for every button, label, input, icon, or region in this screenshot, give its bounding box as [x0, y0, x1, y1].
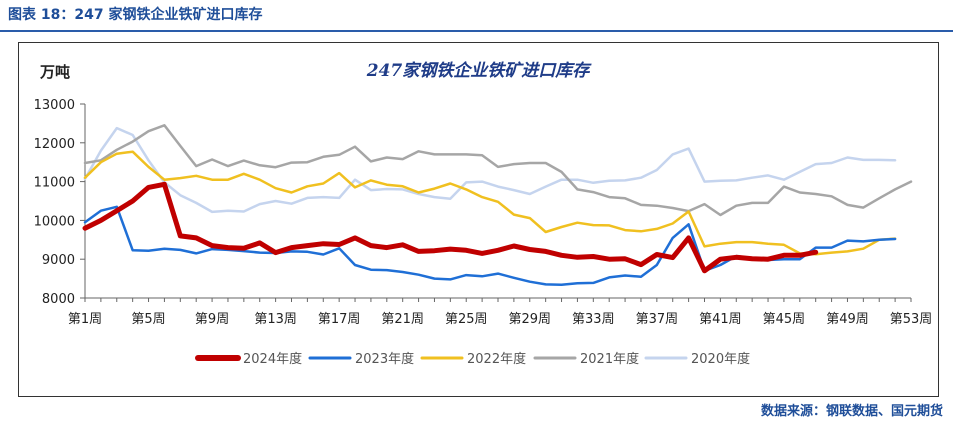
x-tick-label: 第41周 — [699, 312, 742, 327]
legend-label-0: 2024年度 — [243, 351, 302, 367]
y-tick-label: 13000 — [34, 98, 75, 113]
y-tick-label: 12000 — [34, 137, 75, 152]
x-tick-label: 第17周 — [318, 312, 361, 327]
series-line-4 — [83, 126, 897, 214]
y-tick-label: 11000 — [34, 176, 75, 191]
y-axis-label: 万吨 — [39, 63, 70, 81]
y-tick-label: 8000 — [42, 292, 75, 307]
legend-label-1: 2023年度 — [355, 351, 414, 367]
x-tick-label: 第37周 — [636, 312, 679, 327]
x-tick-label: 第29周 — [508, 312, 551, 327]
chart-title: 247家钢铁企业铁矿进口库存 — [366, 61, 592, 81]
series-line-3 — [83, 124, 913, 217]
x-tick-label: 第21周 — [381, 312, 424, 327]
x-tick-label: 第1周 — [68, 312, 102, 327]
y-tick-label: 10000 — [34, 214, 75, 229]
x-tick-label: 第45周 — [763, 312, 806, 327]
x-tick-label: 第33周 — [572, 312, 615, 327]
series-line-2 — [83, 150, 897, 256]
x-tick-label: 第5周 — [131, 312, 165, 327]
x-tick-label: 第53周 — [890, 312, 933, 327]
series-line-1 — [83, 205, 897, 287]
legend-label-2: 2022年度 — [467, 351, 526, 367]
series-line-0 — [82, 181, 819, 274]
y-tick-label: 9000 — [42, 253, 75, 268]
x-tick-label: 第49周 — [826, 312, 869, 327]
data-source: 数据来源：钢联数据、国元期货 — [760, 404, 943, 419]
legend-label-3: 2021年度 — [580, 351, 639, 367]
caption-rule — [0, 30, 953, 32]
x-tick-label: 第25周 — [445, 312, 488, 327]
chart-frame — [18, 42, 939, 397]
legend-label-4: 2020年度 — [691, 351, 750, 367]
x-tick-label: 第9周 — [195, 312, 229, 327]
x-tick-label: 第13周 — [254, 312, 297, 327]
figure-caption: 图表 18：247 家钢铁企业铁矿进口库存 — [8, 7, 263, 23]
